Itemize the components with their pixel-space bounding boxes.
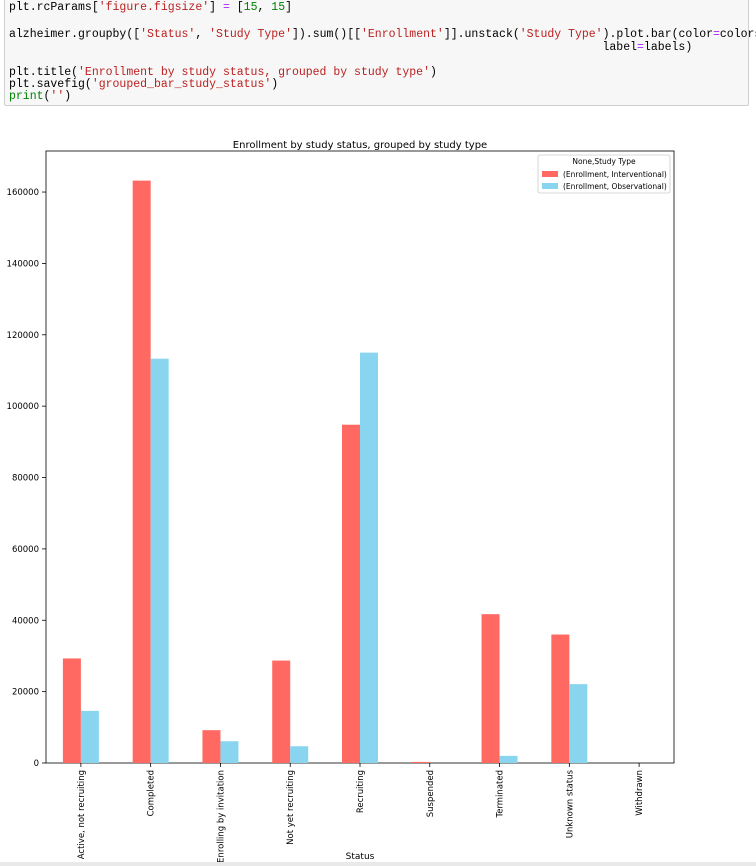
code-token: label (9, 41, 638, 54)
bar (342, 424, 360, 763)
x-tick-label: Unknown status (565, 769, 575, 838)
code-token: 'Enrollment by study status, grouped by … (78, 66, 430, 79)
code-line: plt.title('Enrollment by study status, g… (9, 66, 437, 79)
code-token: 15 (243, 1, 258, 14)
code-token: colors, (719, 28, 756, 41)
code-token: 'Status' (140, 28, 196, 41)
x-tick-label: Terminated (496, 770, 506, 819)
x-axis: Active, not recruiting Completed Enrolling… (77, 763, 645, 863)
bar (499, 755, 518, 763)
code-token: ] (285, 1, 293, 14)
bar (411, 761, 430, 763)
code-token: = (222, 1, 230, 14)
code-line: label=labels) (9, 41, 692, 54)
code-line: plt.savefig('grouped_bar_study_status') (9, 78, 278, 91)
legend-label: (Enrollment, Interventional) (563, 170, 667, 179)
legend-label: (Enrollment, Observational) (563, 182, 667, 191)
code-token: , (195, 28, 210, 41)
code-token: 'Study Type' (519, 28, 603, 41)
code-line: alzheimer.groupby(['Status', 'Study Type… (9, 28, 756, 41)
code-token: ]).sum()[[ (291, 28, 361, 41)
legend-title: None,Study Type (572, 157, 636, 166)
x-tick-label: Not yet recruiting (286, 770, 296, 845)
y-tick-label: 0 (34, 759, 39, 769)
code-line: print('') (9, 90, 71, 103)
bar (551, 634, 570, 763)
code-token: 15 (271, 1, 286, 14)
scrollbar-track[interactable] (0, 862, 756, 866)
code-token: print (9, 90, 44, 103)
y-tick-label: 80000 (12, 474, 39, 484)
x-axis-label: Status (346, 852, 375, 862)
y-tick-label: 120000 (7, 331, 39, 341)
y-tick-label: 140000 (7, 259, 39, 269)
code-token: labels) (643, 41, 693, 54)
code-token: ] (209, 1, 223, 14)
x-tick-label: Completed (147, 770, 157, 816)
code-token: 'figure.figsize' (98, 1, 210, 14)
x-tick-label: Active, not recruiting (77, 770, 87, 859)
bar (290, 746, 309, 763)
code-token: = (637, 41, 644, 54)
bar (481, 614, 500, 763)
code-token: ) (271, 78, 279, 91)
legend-box (537, 154, 671, 194)
x-tick-label: Suspended (426, 770, 436, 817)
code-token: ( (43, 90, 51, 103)
bars (62, 180, 588, 763)
code-line: plt.rcParams['figure.figsize'] = [15, 15… (9, 1, 292, 14)
x-tick-label: Enrolling by invitation (216, 770, 226, 863)
code-token: = (713, 28, 720, 41)
bar (80, 710, 99, 763)
code-token: , (257, 1, 272, 14)
code-token: ).plot.bar(color (602, 28, 713, 41)
legend-swatch (542, 171, 558, 177)
bar (569, 684, 588, 763)
legend-swatch (542, 183, 558, 189)
y-axis: 0 20000 40000 60000 80000 100000 120000 140000 1… (7, 188, 46, 769)
legend: None,Study Type (Enrollment, Intervention… (537, 154, 671, 194)
y-tick-label: 40000 (12, 616, 39, 626)
code-token: plt.title( (9, 66, 79, 79)
code-token: 'Enrollment' (361, 28, 444, 41)
bar (220, 741, 239, 763)
code-token: ) (429, 66, 437, 79)
code-token: alzheimer.groupby([ (9, 28, 141, 41)
code-token: [ (229, 1, 244, 14)
bar (272, 660, 291, 763)
y-tick-label: 60000 (12, 545, 39, 555)
code-token: plt.savefig( (9, 78, 92, 91)
y-tick-label: 20000 (12, 688, 39, 698)
y-tick-label: 160000 (7, 188, 39, 198)
code-token: ]].unstack( (443, 28, 520, 41)
bar (202, 730, 221, 763)
x-tick-label: Recruiting (356, 770, 366, 813)
bar (360, 352, 378, 763)
bar (150, 358, 169, 763)
bar (132, 180, 151, 763)
code-cell[interactable]: plt.rcParams['figure.figsize'] = [15, 15… (4, 0, 756, 106)
y-tick-label: 100000 (7, 402, 39, 412)
code-token: plt.rcParams[ (9, 1, 99, 14)
code-token: 'Study Type' (209, 28, 292, 41)
x-tick-label: Withdrawn (635, 770, 645, 816)
code-token: '' (50, 90, 65, 103)
code-token: ) (64, 90, 72, 103)
bar (62, 658, 81, 763)
chart-title: Enrollment by study status, grouped by s… (233, 140, 487, 151)
code-token: 'grouped_bar_study_status' (91, 78, 272, 91)
